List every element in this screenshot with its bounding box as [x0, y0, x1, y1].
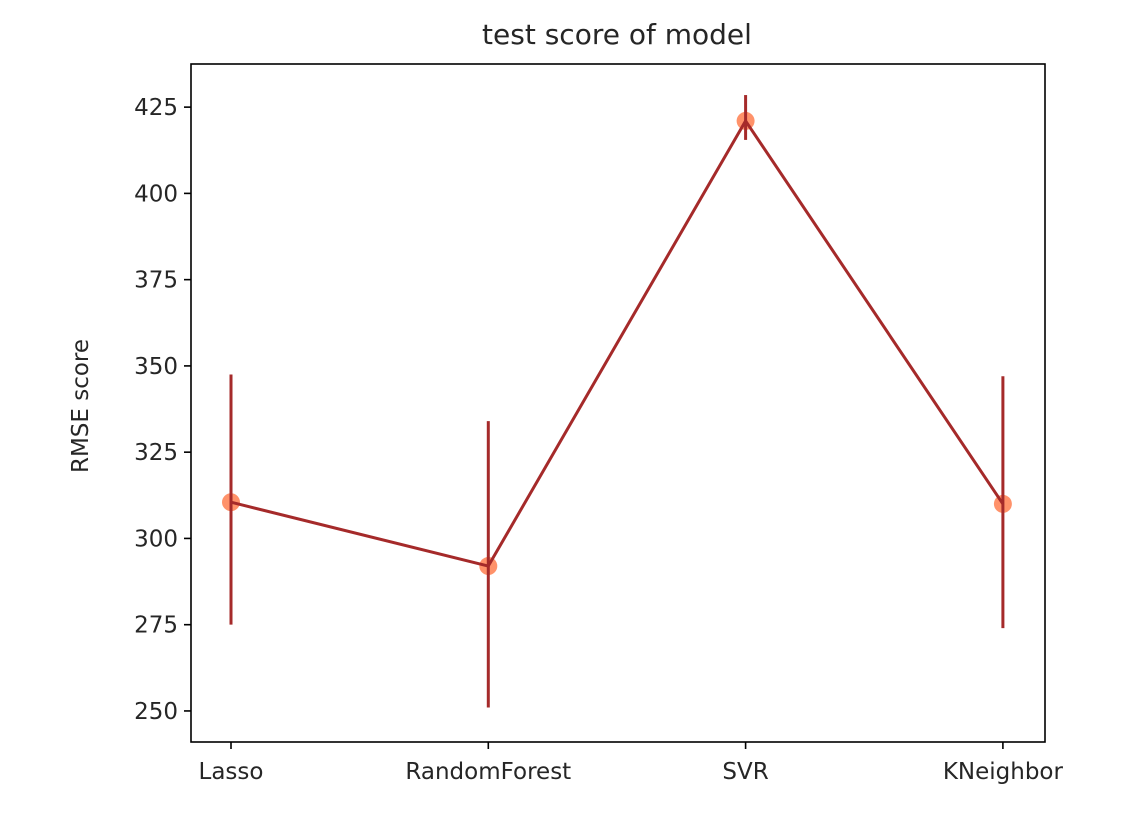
y-tick-label-425: 425	[134, 95, 178, 121]
chart-title: test score of model	[482, 18, 752, 51]
y-tick-label-325: 325	[134, 440, 178, 466]
y-tick-label-300: 300	[134, 526, 178, 552]
plot-area: 250 275 300 325 350 375 400 425 Lasso RandomFores…	[134, 63, 1064, 785]
x-tick-label-RandomForest: RandomForest	[405, 759, 571, 785]
plot-frame	[190, 63, 1046, 743]
x-tick-label-SVR: SVR	[722, 759, 768, 785]
x-tick-label-Lasso: Lasso	[199, 759, 264, 785]
y-tick-label-275: 275	[134, 613, 178, 639]
y-tick-label-400: 400	[134, 181, 178, 207]
series-line	[230, 119, 1005, 568]
y-tick-label-375: 375	[134, 268, 178, 294]
y-tick-label-250: 250	[134, 699, 178, 725]
x-tick-label-KNeighbor: KNeighbor	[943, 759, 1064, 785]
y-axis-label: RMSE score	[68, 339, 94, 473]
y-tick-label-350: 350	[134, 354, 178, 380]
